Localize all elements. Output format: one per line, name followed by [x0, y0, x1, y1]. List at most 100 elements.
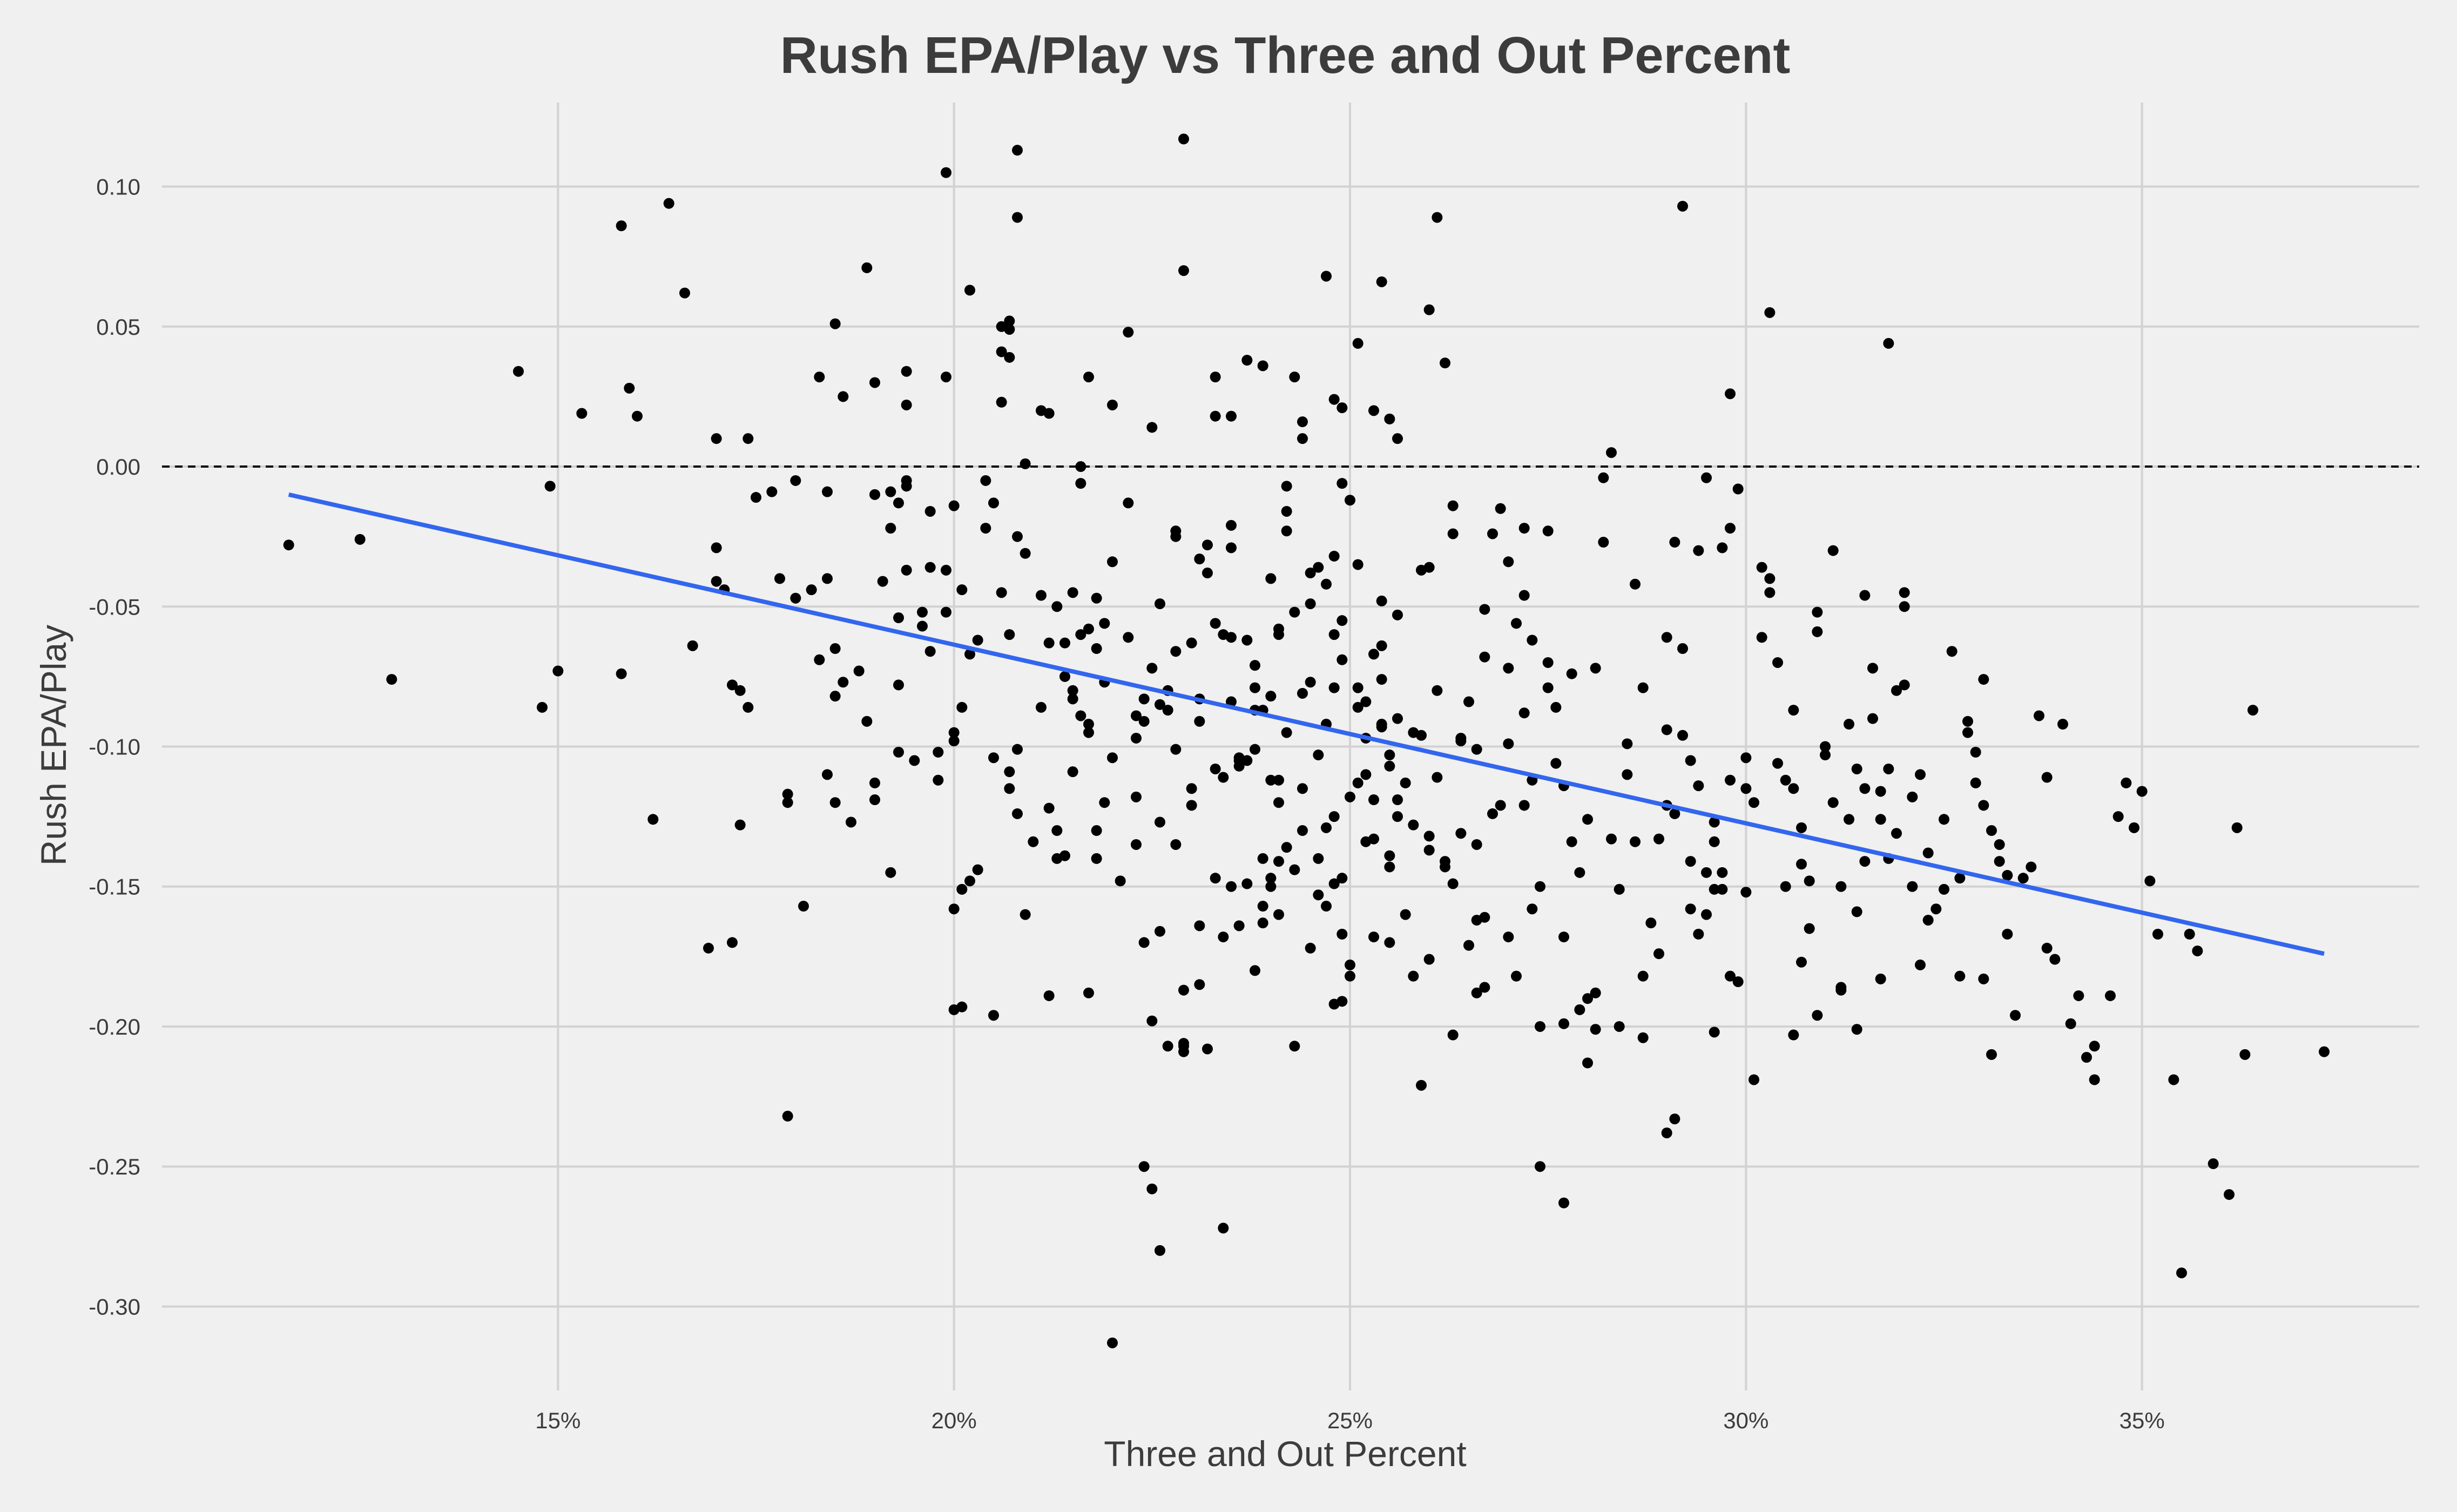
data-point [956, 584, 968, 596]
data-point [1788, 783, 1799, 794]
data-point [996, 587, 1007, 598]
data-point [901, 366, 912, 377]
data-point [2192, 945, 2203, 956]
data-point [2319, 1046, 2330, 1057]
data-point [1226, 410, 1237, 422]
data-point [1233, 760, 1245, 772]
data-point [1590, 987, 1601, 998]
data-point [1067, 587, 1078, 598]
data-point [1392, 713, 1403, 724]
data-point [1986, 1049, 1997, 1060]
data-point [1091, 592, 1102, 604]
data-point [1012, 808, 1023, 819]
data-point [2208, 1158, 2219, 1170]
data-point [822, 486, 833, 497]
data-point [1954, 970, 1966, 982]
data-point [1059, 850, 1070, 861]
data-point [1447, 878, 1459, 889]
data-point [1186, 783, 1197, 794]
data-point [1614, 1021, 1625, 1032]
data-point [2247, 705, 2258, 716]
data-point [1059, 671, 1070, 682]
data-point [1701, 867, 1712, 878]
data-point [1155, 598, 1165, 610]
data-point [1962, 727, 1973, 738]
data-point [1416, 1079, 1427, 1091]
data-point [1289, 372, 1300, 383]
data-point [1107, 1337, 1118, 1348]
data-point [1645, 917, 1657, 929]
data-point [742, 701, 754, 713]
data-point [1725, 774, 1736, 786]
data-point [1527, 903, 1538, 915]
data-point [1725, 388, 1736, 400]
data-point [1455, 735, 1467, 747]
data-point [711, 542, 722, 554]
data-point [1637, 1032, 1649, 1043]
data-points [283, 133, 2330, 1348]
data-point [1273, 623, 1284, 634]
data-point [727, 937, 738, 948]
data-point [1091, 643, 1102, 654]
data-point [537, 701, 548, 713]
data-point [1376, 674, 1387, 685]
data-point [1368, 405, 1379, 416]
data-point [1392, 811, 1403, 822]
data-point [1756, 562, 1767, 573]
data-point [1717, 867, 1728, 878]
data-point [838, 391, 849, 402]
data-point [1518, 707, 1530, 719]
data-point [1812, 606, 1823, 618]
data-point [1400, 777, 1411, 788]
data-point [1328, 811, 1340, 822]
data-point [1851, 763, 1862, 774]
data-point [1669, 537, 1680, 548]
data-point [1835, 984, 1847, 996]
data-point [869, 777, 880, 788]
data-point [2105, 990, 2116, 1001]
data-point [1922, 914, 1934, 926]
data-point [2073, 990, 2084, 1001]
data-point [1289, 864, 1300, 875]
data-point [1717, 883, 1728, 895]
data-point [663, 198, 674, 209]
data-point [1495, 503, 1506, 514]
x-tick-label: 20% [932, 1408, 977, 1433]
data-point [2239, 1049, 2251, 1060]
data-point [1075, 461, 1086, 473]
data-point [1408, 819, 1419, 831]
data-point [2129, 822, 2139, 833]
trend-line [288, 492, 2325, 956]
data-point [1994, 839, 2005, 850]
data-point [1376, 640, 1387, 651]
data-point [1352, 777, 1364, 788]
data-point [1194, 920, 1205, 932]
y-tick-labels: 0.10 0.05 0.00 -0.05 -0.10 -0.15 -0.20 -0.25 -0.… [89, 174, 140, 1320]
data-point [1210, 763, 1221, 774]
data-point [1289, 1041, 1300, 1052]
data-point [2231, 822, 2243, 833]
data-point [1305, 677, 1316, 688]
data-point [1915, 959, 1926, 970]
data-point [924, 505, 936, 517]
data-point [909, 755, 920, 766]
data-point [1083, 623, 1094, 634]
data-point [1241, 355, 1253, 366]
data-point [1384, 850, 1395, 861]
data-point [972, 634, 983, 646]
data-point [1178, 133, 1189, 145]
data-point [1582, 993, 1593, 1004]
data-point [1637, 970, 1649, 982]
data-point [1796, 956, 1807, 968]
data-point [711, 433, 722, 444]
data-point [1123, 632, 1134, 643]
data-point [1827, 545, 1839, 556]
data-point [1012, 531, 1023, 542]
data-point [1162, 705, 1173, 716]
data-point [1614, 883, 1625, 895]
data-point [1099, 797, 1110, 808]
data-point [1028, 836, 1039, 847]
data-point [1986, 825, 1997, 836]
x-tick-label: 30% [1723, 1408, 1769, 1433]
data-point [616, 220, 627, 232]
